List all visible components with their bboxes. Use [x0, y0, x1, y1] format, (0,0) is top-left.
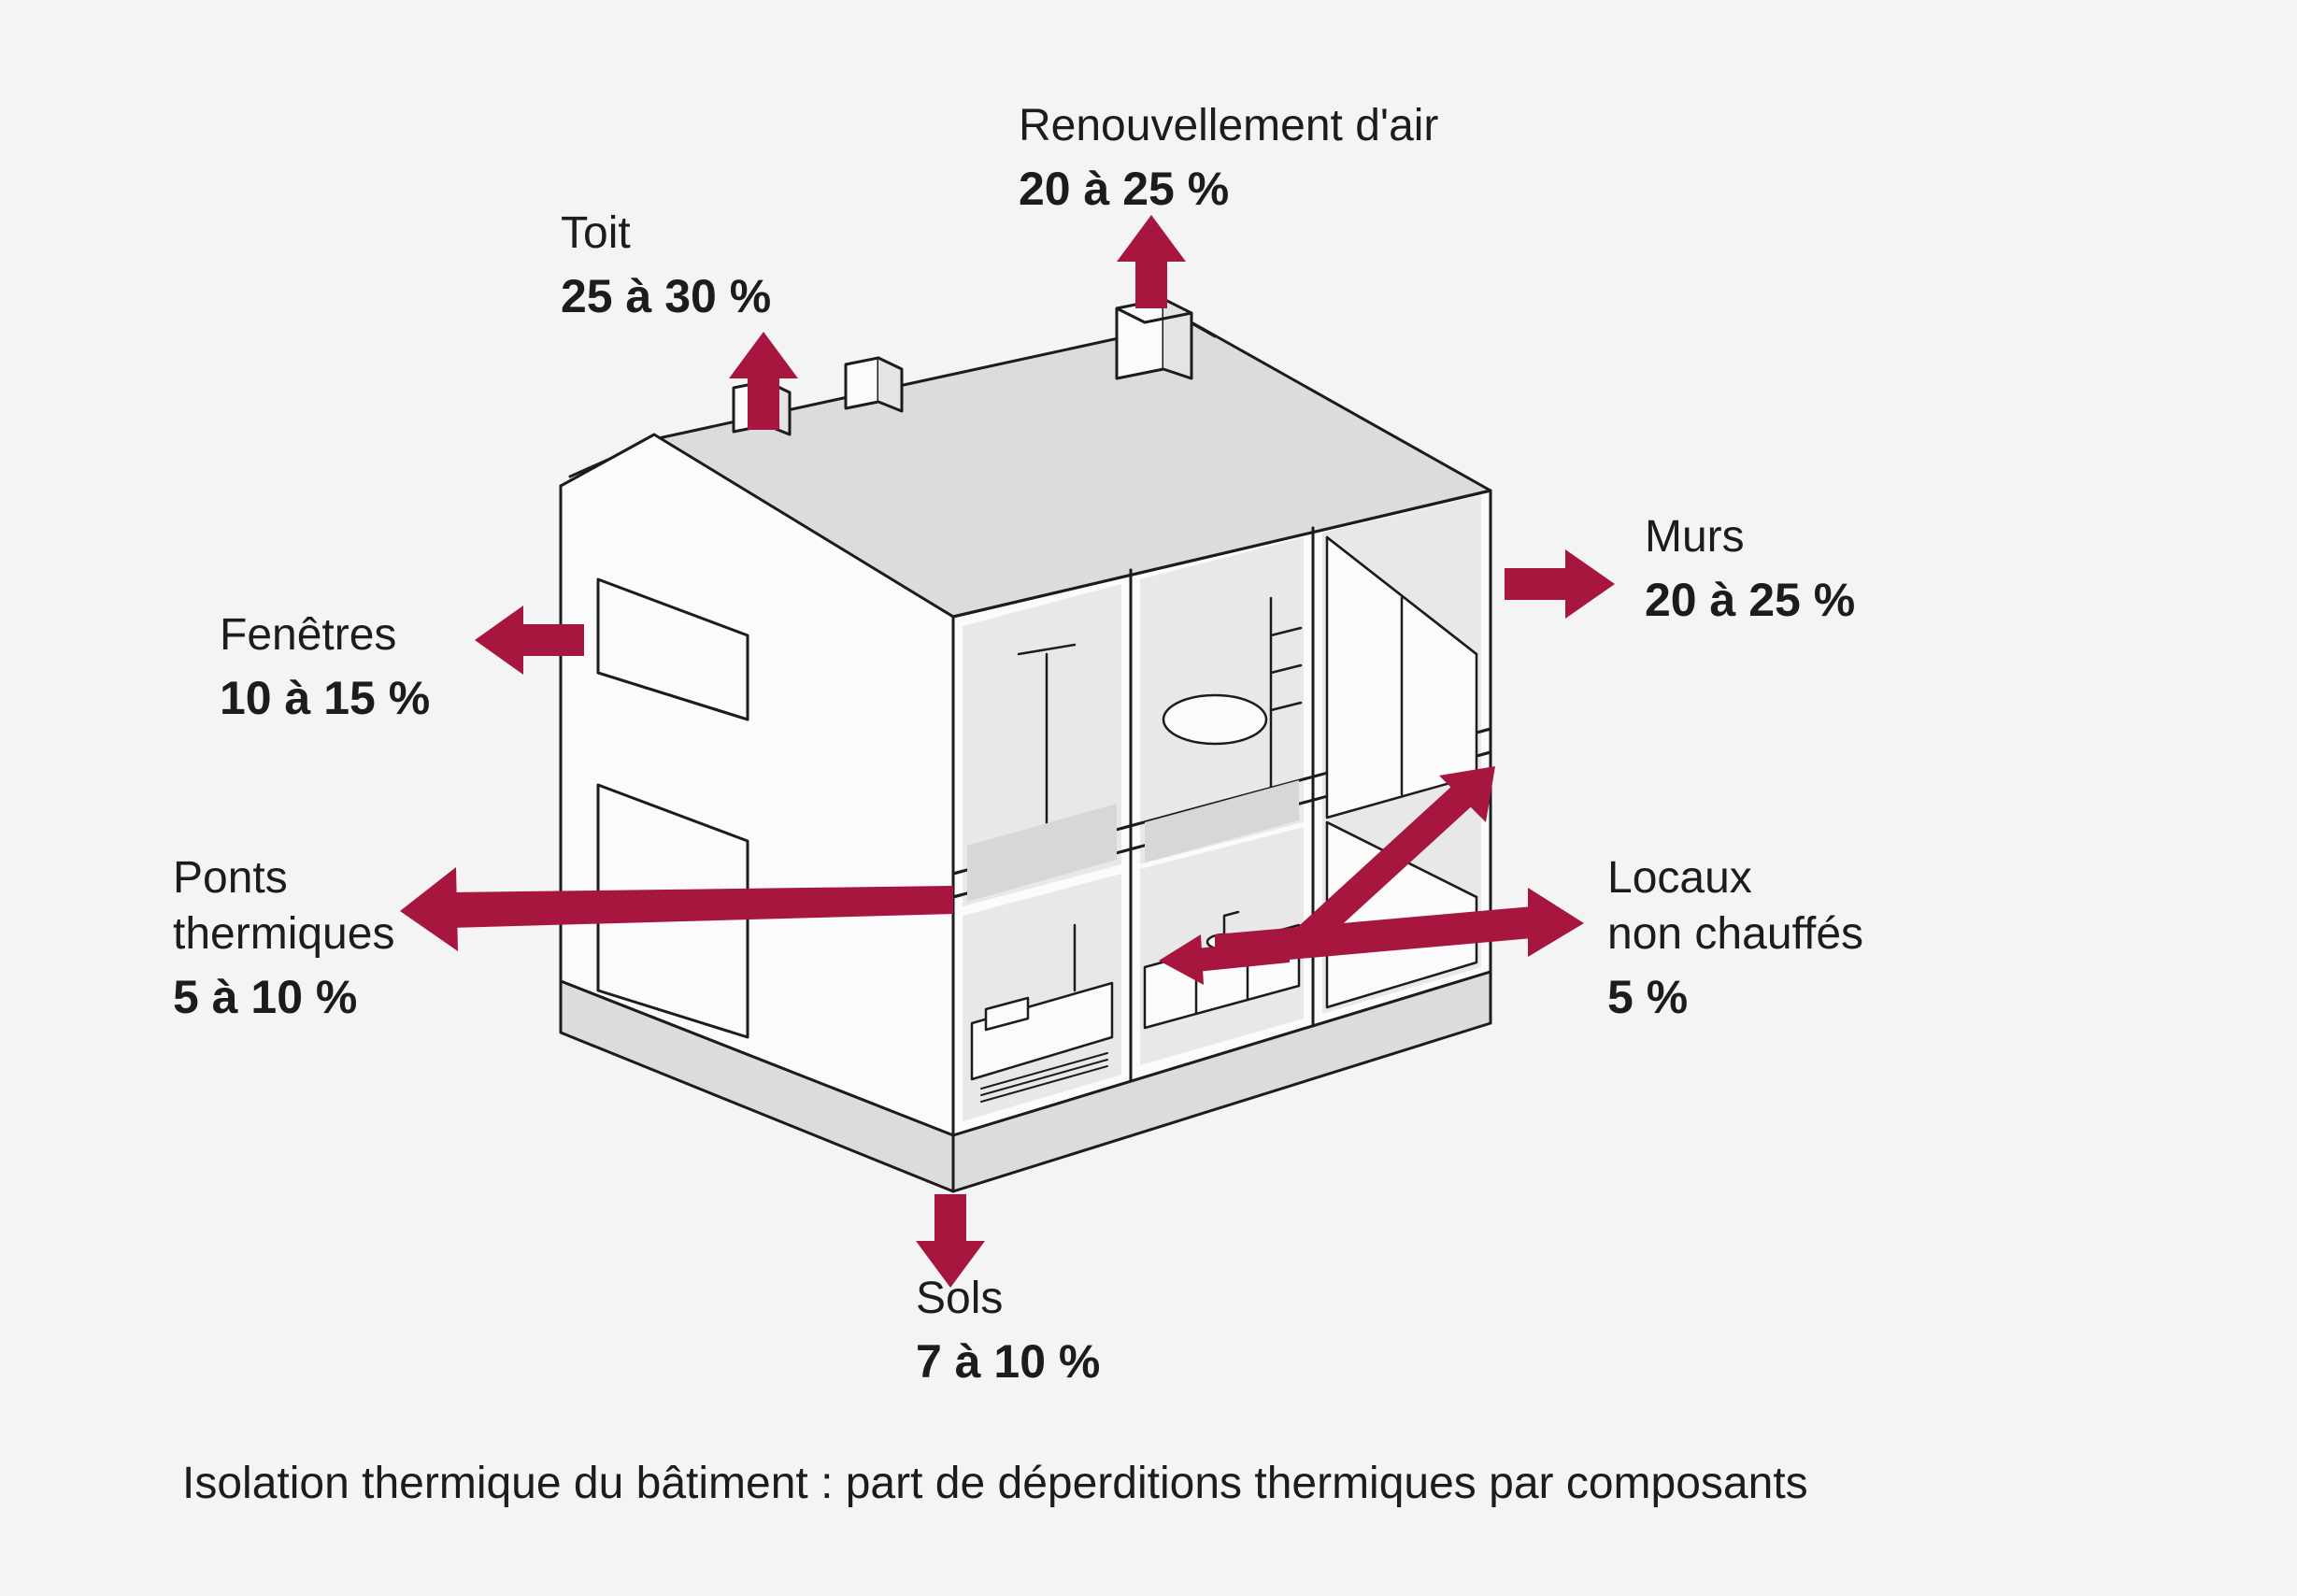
- label-air: Renouvellement d'air 20 à 25 %: [1019, 98, 1438, 219]
- label-air-pct: 20 à 25 %: [1019, 160, 1438, 219]
- label-fenetres-pct: 10 à 15 %: [220, 669, 430, 728]
- house-illustration: [0, 0, 2297, 1596]
- label-locaux: Locauxnon chauffés 5 %: [1607, 850, 1863, 1027]
- label-murs: Murs 20 à 25 %: [1645, 509, 1855, 630]
- label-sols-pct: 7 à 10 %: [916, 1332, 1100, 1391]
- label-murs-title: Murs: [1645, 509, 1855, 565]
- label-ponts-title: Pontsthermiques: [173, 850, 394, 962]
- label-sols-title: Sols: [916, 1271, 1100, 1327]
- label-sols: Sols 7 à 10 %: [916, 1271, 1100, 1391]
- label-toit-title: Toit: [561, 206, 771, 262]
- label-toit-pct: 25 à 30 %: [561, 267, 771, 326]
- label-fenetres: Fenêtres 10 à 15 %: [220, 607, 430, 728]
- label-fenetres-title: Fenêtres: [220, 607, 430, 663]
- label-locaux-title: Locauxnon chauffés: [1607, 850, 1863, 962]
- label-air-title: Renouvellement d'air: [1019, 98, 1438, 154]
- caption: Isolation thermique du bâtiment : part d…: [182, 1458, 1808, 1509]
- arrow-murs: [1505, 549, 1615, 619]
- label-ponts: Pontsthermiques 5 à 10 %: [173, 850, 394, 1027]
- arrow-air: [1117, 215, 1186, 308]
- diagram-stage: Toit 25 à 30 % Renouvellement d'air 20 à…: [0, 0, 2297, 1596]
- label-toit: Toit 25 à 30 %: [561, 206, 771, 326]
- label-ponts-pct: 5 à 10 %: [173, 968, 394, 1027]
- label-murs-pct: 20 à 25 %: [1645, 571, 1855, 630]
- label-locaux-pct: 5 %: [1607, 968, 1863, 1027]
